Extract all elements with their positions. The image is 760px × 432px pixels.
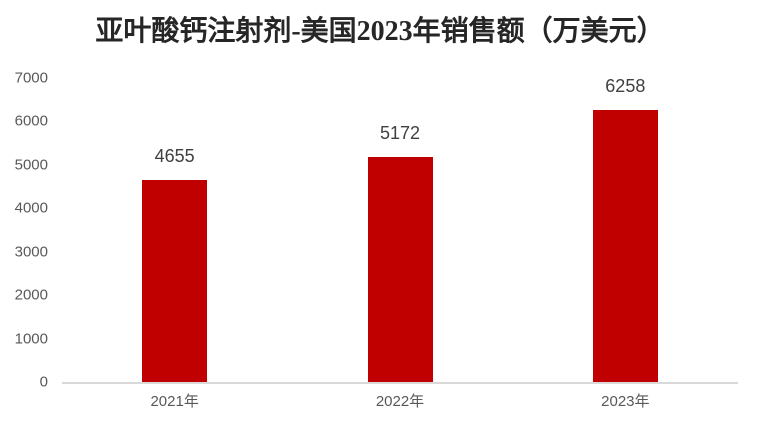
bar-2023年 xyxy=(592,110,658,382)
y-tick-label: 0 xyxy=(39,373,48,391)
x-category-label: 2021年 xyxy=(150,393,199,410)
value-label: 5172 xyxy=(379,123,421,144)
chart-title: 亚叶酸钙注射剂-美国2023年销售额（万美元） xyxy=(95,16,665,47)
y-tick-label: 5000 xyxy=(14,156,48,174)
y-tick-label: 7000 xyxy=(14,69,48,87)
bar-2021年 xyxy=(142,179,208,382)
y-tick-label: 2000 xyxy=(14,286,48,304)
bar-2022年 xyxy=(367,157,433,382)
y-tick-label: 6000 xyxy=(14,112,48,130)
y-tick-label: 3000 xyxy=(14,243,48,261)
value-label: 6258 xyxy=(605,76,646,97)
x-category-label: 2023年 xyxy=(601,393,650,410)
y-tick-label: 1000 xyxy=(14,330,48,348)
x-category-label: 2022年 xyxy=(375,393,425,410)
value-label: 4655 xyxy=(154,145,195,166)
y-tick-label: 4000 xyxy=(14,199,48,217)
x-axis-line xyxy=(62,382,738,384)
